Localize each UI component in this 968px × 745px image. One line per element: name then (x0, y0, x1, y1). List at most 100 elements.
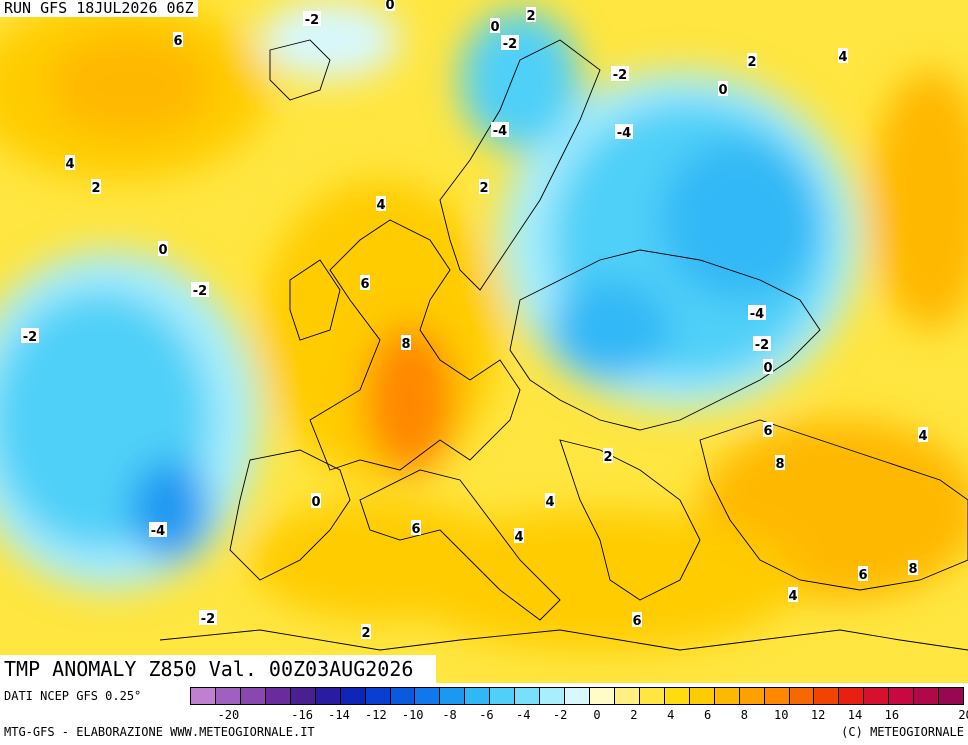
contour-label-text: 4 (918, 429, 927, 444)
scale-swatch (240, 688, 266, 704)
contour-label-text: 2 (526, 9, 535, 24)
contour-label-text: 6 (360, 277, 369, 292)
scale-swatch (889, 688, 915, 704)
contour-label: 6 (360, 275, 370, 292)
contour-label: 4 (788, 587, 798, 604)
scale-swatch (689, 688, 715, 704)
contour-label: 0 (311, 493, 321, 510)
scale-swatch (789, 688, 815, 704)
scale-tick-label: 14 (847, 708, 863, 722)
contour-label-text: -2 (23, 330, 37, 345)
scale-tick-label: -16 (291, 708, 313, 722)
contour-label-text: 2 (91, 181, 100, 196)
contour-label: 0 (763, 359, 773, 376)
scale-swatch (639, 688, 665, 704)
contour-label-text: 4 (545, 495, 554, 510)
contour-label: 4 (514, 528, 524, 545)
contour-label: 6 (173, 32, 183, 49)
scale-tick-label: 4 (667, 708, 675, 722)
contour-label: -2 (21, 328, 39, 345)
scale-swatch (440, 688, 466, 704)
contour-label: 2 (603, 448, 613, 465)
scale-tick-label: -8 (442, 708, 457, 722)
scale-swatch (340, 688, 366, 704)
scale-swatch (739, 688, 765, 704)
contour-label: 2 (526, 7, 536, 24)
run-label: RUN GFS 18JUL2026 06Z (0, 0, 198, 17)
scale-swatch (390, 688, 416, 704)
contour-labels: 4 6 -2 0 2 0 -2 -2 2 0 -4 -4 4 2 2 4 0 -2 6 -2 8 -4 -2 0 6 4 8 2 0 4 -… (21, 0, 928, 641)
scale-tick-label: 20 (958, 708, 968, 722)
scale-swatch (315, 688, 341, 704)
scale-swatch (265, 688, 291, 704)
scale-tick-label: 6 (703, 708, 712, 722)
contour-label: 4 (545, 493, 555, 510)
contour-label-text: 6 (632, 614, 641, 629)
scale-swatch (415, 688, 441, 704)
contour-label-text: 4 (514, 530, 523, 545)
contour-label-text: 6 (763, 424, 772, 439)
contour-label: 2 (747, 53, 757, 70)
contour-label-text: -4 (151, 524, 165, 539)
map-title: TMP ANOMALY Z850 Val. 00Z03AUG2026 (0, 655, 436, 683)
scale-swatch (714, 688, 740, 704)
scale-tick-label: -2 (552, 708, 568, 722)
contour-label-text: -2 (613, 68, 627, 83)
scale-tick-label: -4 (516, 708, 531, 722)
contour-label-text: 4 (788, 589, 797, 604)
contour-label: -2 (303, 11, 321, 28)
contour-label-text: 0 (158, 243, 167, 258)
contour-label: 4 (376, 196, 386, 213)
contour-label: 0 (158, 241, 168, 258)
contour-label-text: -4 (617, 126, 631, 141)
contour-label: -2 (501, 35, 519, 52)
contour-label: 6 (858, 566, 868, 583)
contour-label: -2 (199, 610, 217, 627)
contour-label-text: 2 (361, 626, 370, 641)
scale-swatch (914, 688, 940, 704)
contour-label: -2 (611, 66, 629, 83)
contour-label-text: 8 (401, 337, 410, 352)
contour-label: -4 (491, 122, 509, 139)
contour-label: 6 (411, 520, 421, 537)
contour-label-text: 8 (908, 562, 917, 577)
legend-footer: DATI NCEP GFS 0.25° -20 -16 -14 -12 -10 -8 -6-… (0, 683, 968, 745)
color-scale-ticks: -20-16-14-12-10-8-6-4-2024681012141620 (190, 708, 968, 722)
contour-label-text: 4 (65, 157, 74, 172)
contour-label-text: 4 (838, 50, 847, 65)
scale-swatch (565, 688, 590, 704)
contour-label-text: -2 (755, 338, 769, 353)
scale-tick-label: -6 (479, 708, 494, 722)
scale-tick-label: -10 (401, 708, 424, 722)
scale-tick-label: 10 (774, 708, 789, 722)
contour-label-text: -2 (201, 612, 215, 627)
contour-label-text: 0 (385, 0, 394, 13)
scale-swatch (614, 688, 640, 704)
contour-label-text: 6 (858, 568, 867, 583)
scale-tick-label: -12 (365, 708, 387, 722)
scale-swatch (864, 688, 890, 704)
scale-tick-label: 0 (593, 708, 601, 722)
scale-tick-label: -14 (328, 708, 350, 722)
scale-tick-label: 2 (630, 708, 638, 722)
contour-label-text: 4 (376, 198, 385, 213)
contour-label: 6 (763, 422, 773, 439)
scale-swatch (590, 688, 615, 704)
contour-label-text: 2 (747, 55, 756, 70)
contour-label-text: 0 (311, 495, 320, 510)
scale-swatch (540, 688, 566, 704)
contour-label-text: 8 (775, 457, 784, 472)
credit-right: (C) METEOGIORNALE (841, 725, 964, 739)
scale-swatch (365, 688, 391, 704)
contour-label-text: 2 (479, 181, 488, 196)
contour-label-text: 0 (718, 83, 727, 98)
contour-label-text: 2 (603, 450, 612, 465)
scale-swatch (490, 688, 516, 704)
scale-swatch (764, 688, 790, 704)
scale-swatch (814, 688, 840, 704)
contour-label: 2 (479, 179, 489, 196)
land-outlines (159, 39, 968, 651)
contour-label: 0 (490, 18, 500, 35)
scale-swatch (839, 688, 865, 704)
scale-swatch (515, 688, 541, 704)
